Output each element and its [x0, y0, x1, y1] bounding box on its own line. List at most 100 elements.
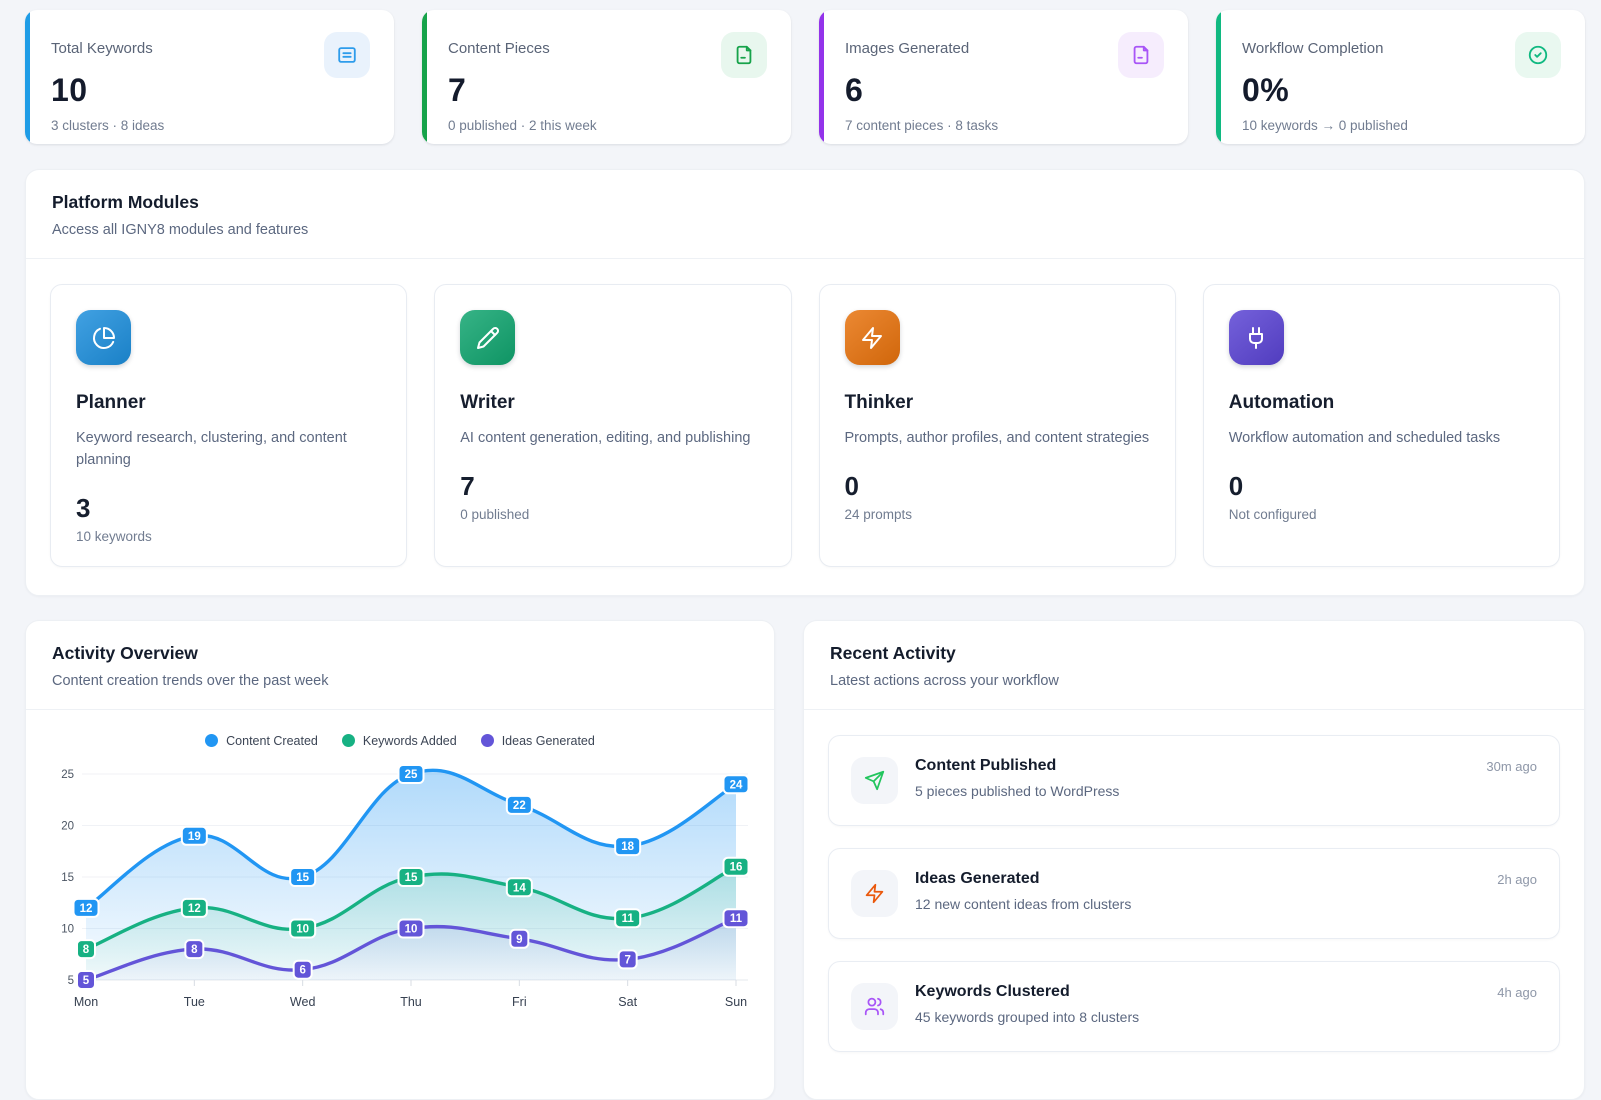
platform-modules-panel: Platform Modules Access all IGNY8 module… [25, 169, 1585, 596]
legend-dot [480, 734, 494, 747]
legend-label: Content Created [226, 733, 318, 748]
activity-title: Ideas Generated [915, 869, 1040, 887]
svg-text:5: 5 [68, 975, 74, 987]
svg-text:6: 6 [299, 964, 305, 976]
legend-dot [205, 734, 219, 747]
svg-text:10: 10 [61, 923, 74, 935]
stat-subtext: 0 published · 2 this week [448, 118, 597, 133]
legend-label: Keywords Added [362, 733, 457, 748]
activity-timestamp: 30m ago [1486, 758, 1537, 774]
stat-value: 0% [1242, 72, 1290, 108]
module-subtext: 24 prompts [844, 506, 913, 522]
module-name: Planner [76, 392, 146, 413]
svg-text:5: 5 [83, 975, 90, 987]
panel-title: Recent Activity [830, 642, 956, 663]
svg-text:Tue: Tue [184, 995, 205, 1009]
modules-grid: Planner Keyword research, clustering, an… [26, 259, 1584, 595]
svg-text:Fri: Fri [512, 995, 527, 1009]
svg-text:Sun: Sun [725, 995, 747, 1009]
activity-item-content-published: Content Published 5 pieces published to … [828, 734, 1560, 826]
accent-bar [819, 10, 824, 144]
document-icon [721, 32, 767, 78]
module-description: AI content generation, editing, and publ… [460, 430, 751, 446]
svg-text:19: 19 [188, 830, 201, 842]
module-name: Writer [460, 392, 515, 413]
image-file-icon [1118, 32, 1164, 78]
svg-text:12: 12 [80, 902, 93, 914]
send-icon [851, 756, 898, 804]
svg-text:10: 10 [296, 923, 309, 935]
module-name: Automation [1228, 392, 1335, 413]
pie-chart-icon [76, 310, 131, 365]
stat-card-content-pieces: Content Pieces 7 0 published · 2 this we… [422, 10, 791, 144]
stat-subtext: 7 content pieces · 8 tasks [845, 118, 999, 133]
pencil-icon [460, 310, 516, 365]
svg-text:25: 25 [405, 769, 418, 781]
legend-item[interactable]: Ideas Generated [480, 733, 595, 748]
svg-text:Mon: Mon [74, 995, 98, 1009]
accent-bar [25, 10, 30, 144]
svg-text:11: 11 [730, 913, 743, 925]
svg-text:Wed: Wed [290, 995, 316, 1009]
module-card-automation[interactable]: Automation Workflow automation and sched… [1202, 284, 1560, 567]
activity-description: 12 new content ideas from clusters [915, 895, 1132, 912]
svg-text:8: 8 [83, 944, 90, 956]
module-value: 3 [76, 492, 91, 523]
stat-card-images-generated: Images Generated 6 7 content pieces · 8 … [819, 10, 1188, 144]
users-icon [851, 982, 898, 1030]
panel-subtitle: Access all IGNY8 modules and features [52, 222, 309, 238]
module-subtext: 10 keywords [76, 528, 152, 544]
svg-text:Thu: Thu [400, 995, 422, 1009]
svg-text:11: 11 [622, 913, 635, 925]
panel-subtitle: Content creation trends over the past we… [52, 672, 329, 689]
module-description: Keyword research, clustering, and conten… [76, 430, 347, 468]
svg-text:24: 24 [730, 779, 743, 791]
module-name: Thinker [844, 392, 914, 413]
activity-list: Content Published 5 pieces published to … [804, 710, 1584, 1077]
stat-label: Total Keywords [51, 40, 153, 57]
stat-card-workflow-completion: Workflow Completion 0% 10 keywords → 0 p… [1216, 10, 1585, 144]
recent-activity-panel: Recent Activity Latest actions across yo… [803, 619, 1585, 1100]
stat-value: 10 [51, 72, 88, 108]
svg-text:8: 8 [191, 944, 198, 956]
accent-bar [422, 10, 427, 144]
activity-description: 45 keywords grouped into 8 clusters [915, 1008, 1140, 1025]
activity-title: Content Published [915, 756, 1057, 774]
svg-text:12: 12 [188, 902, 201, 914]
module-card-thinker[interactable]: Thinker Prompts, author profiles, and co… [818, 284, 1176, 567]
activity-overview-panel: Activity Overview Content creation trend… [25, 619, 775, 1100]
svg-text:14: 14 [513, 882, 526, 894]
svg-text:18: 18 [621, 841, 634, 853]
module-description: Workflow automation and scheduled tasks [1228, 430, 1501, 446]
activity-timestamp: 4h ago [1497, 984, 1537, 1000]
legend-item[interactable]: Keywords Added [341, 733, 457, 748]
stat-subtext: 10 keywords → 0 published [1242, 118, 1408, 133]
lightning-icon [844, 310, 900, 365]
activity-timestamp: 2h ago [1497, 871, 1537, 887]
svg-text:10: 10 [405, 923, 418, 935]
svg-text:15: 15 [61, 872, 74, 884]
module-value: 0 [1228, 470, 1244, 501]
module-subtext: Not configured [1228, 506, 1317, 522]
svg-text:15: 15 [296, 872, 309, 884]
svg-text:9: 9 [516, 933, 522, 945]
stat-label: Workflow Completion [1242, 40, 1384, 57]
plug-icon [1228, 310, 1284, 365]
module-description: Prompts, author profiles, and content st… [844, 430, 1150, 446]
svg-text:15: 15 [405, 872, 418, 884]
chart-legend: Content Created Keywords Added Ideas Gener… [46, 734, 754, 748]
stat-label: Images Generated [845, 40, 970, 57]
legend-label: Ideas Generated [501, 733, 595, 748]
zap-icon [851, 869, 898, 917]
module-card-writer[interactable]: Writer AI content generation, editing, a… [434, 284, 792, 567]
module-card-planner[interactable]: Planner Keyword research, clustering, an… [50, 284, 408, 567]
stat-card-total-keywords: Total Keywords 10 3 clusters · 8 ideas [25, 10, 394, 144]
panel-title: Activity Overview [52, 642, 198, 663]
panel-subtitle: Latest actions across your workflow [830, 672, 1059, 689]
stats-row: Total Keywords 10 3 clusters · 8 ideas C… [25, 10, 1585, 144]
check-circle-icon [1515, 32, 1561, 78]
legend-item[interactable]: Content Created [205, 734, 318, 748]
activity-description: 5 pieces published to WordPress [915, 782, 1120, 799]
